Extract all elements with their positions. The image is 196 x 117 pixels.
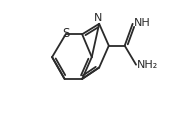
Text: S: S <box>62 27 69 40</box>
Text: N: N <box>94 13 102 23</box>
Text: NH: NH <box>134 18 151 28</box>
Text: NH₂: NH₂ <box>137 60 158 70</box>
